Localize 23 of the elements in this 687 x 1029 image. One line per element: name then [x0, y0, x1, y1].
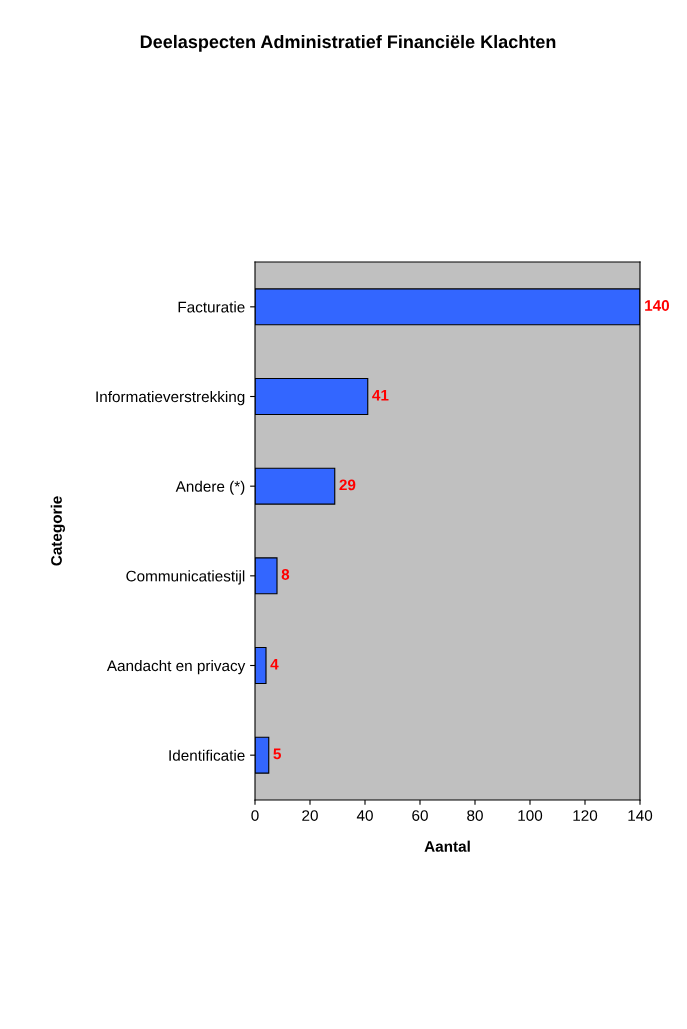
data-label: 140	[645, 300, 670, 311]
data-label: 41	[372, 389, 389, 401]
x-tick-label: 140	[628, 810, 653, 821]
y-tick-label: Communicatiestijl	[126, 570, 245, 585]
x-tick-label: 100	[518, 810, 543, 821]
data-label: 8	[281, 569, 290, 580]
y-tick-label: Identificatie	[169, 749, 245, 761]
x-tick-label: 80	[467, 810, 483, 821]
data-label: 5	[273, 748, 281, 760]
data-label: 29	[339, 479, 356, 491]
y-tick-label: Andere (*)	[175, 480, 245, 495]
y-tick-label: Aandacht en privacy	[106, 659, 246, 675]
x-tick-label: 40	[356, 810, 373, 821]
x-axis-title: Aantal	[424, 840, 470, 852]
y-tick-label: Informatieverstrekking	[96, 390, 245, 406]
chart-title: Deelaspecten Administratief Financiële Klachten	[140, 34, 556, 52]
x-tick-label: 60	[412, 810, 428, 821]
x-tick-label: 20	[302, 810, 318, 821]
x-tick-label: 120	[573, 810, 598, 821]
y-axis-title: Categorie	[50, 496, 65, 566]
data-label: 4	[270, 658, 279, 670]
y-tick-label: Facturatie	[178, 301, 245, 313]
x-tick-label: 0	[251, 810, 259, 821]
